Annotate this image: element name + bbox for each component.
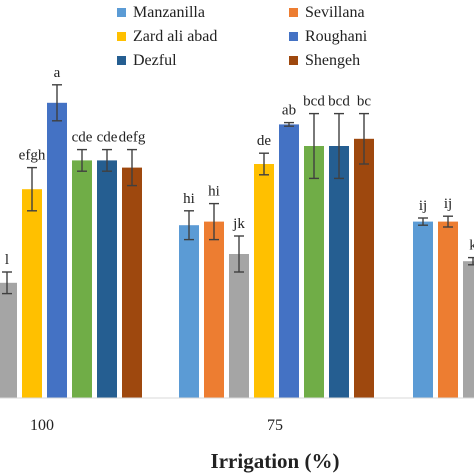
x-tick-labels: 100 75 xyxy=(30,417,283,434)
error-bar xyxy=(77,148,87,172)
legend-item: Sevillana xyxy=(289,4,365,21)
legend-item: Dezful xyxy=(117,52,177,69)
bar-100-shengeh xyxy=(122,167,142,398)
error-bar xyxy=(443,215,453,228)
legend-swatch xyxy=(117,8,126,17)
error-bar xyxy=(468,256,474,266)
significance-letter: defg xyxy=(119,130,146,146)
bar-75-manzanilla xyxy=(179,225,199,398)
legend-item: Roughani xyxy=(289,28,368,45)
error-bar xyxy=(359,112,369,165)
error-bar xyxy=(27,166,37,212)
significance-letter: de xyxy=(257,133,272,149)
significance-letter: hi xyxy=(183,191,195,207)
significance-letter: ij xyxy=(444,196,452,212)
x-axis-title: Irrigation (%) xyxy=(211,449,340,473)
legend-label: Shengeh xyxy=(305,52,360,69)
significance-letter: hi xyxy=(208,184,220,200)
significance-letter: jk xyxy=(232,216,245,232)
bar-75-series-2 xyxy=(229,254,249,398)
bar-100-roughani xyxy=(47,102,67,399)
bar-75-shengeh xyxy=(354,138,374,399)
error-bar xyxy=(259,152,269,176)
error-bar xyxy=(2,271,12,295)
x-tick-label: 100 xyxy=(30,417,54,434)
error-bar xyxy=(418,217,428,226)
bar-75-sevillana xyxy=(204,221,224,398)
bar-50-manzanilla xyxy=(413,221,433,398)
bar-75-series-5 xyxy=(304,146,324,398)
bar-100-dezful xyxy=(97,160,117,398)
significance-letter: efgh xyxy=(19,148,46,164)
error-bar xyxy=(209,202,219,241)
significance-letter: ab xyxy=(282,103,296,119)
significance-letter: k xyxy=(469,238,474,254)
bar-75-zard-ali-abad xyxy=(254,164,274,398)
legend-label: Zard ali abad xyxy=(133,28,217,45)
legend-swatch xyxy=(289,32,298,41)
error-bar xyxy=(334,112,344,180)
significance-letter: a xyxy=(54,65,61,81)
legend: Manzanilla Sevillana Zard ali abad Roughani… xyxy=(117,4,368,69)
legend-item: Zard ali abad xyxy=(117,28,217,45)
significance-letter: cde xyxy=(97,130,118,146)
legend-swatch xyxy=(289,8,298,17)
bar-75-roughani xyxy=(279,124,299,399)
legend-swatch xyxy=(117,56,126,65)
significance-letter: bc xyxy=(357,94,372,110)
error-bar xyxy=(309,112,319,180)
legend-label: Manzanilla xyxy=(133,4,205,21)
error-bar xyxy=(102,148,112,172)
error-bar xyxy=(284,121,294,127)
significance-letter: l xyxy=(5,252,9,268)
bar-75-dezful xyxy=(329,146,349,398)
legend-label: Sevillana xyxy=(305,4,365,21)
error-bar xyxy=(127,148,137,187)
error-bar xyxy=(184,210,194,241)
significance-letter: bcd xyxy=(303,94,325,110)
bar-50-sevillana xyxy=(438,221,458,398)
bar-50-series-2 xyxy=(463,261,474,398)
x-tick-label: 75 xyxy=(267,417,283,434)
legend-item: Shengeh xyxy=(289,52,360,69)
error-bar xyxy=(234,235,244,273)
bar-100-series-5 xyxy=(72,160,92,398)
bar-100-series-2 xyxy=(0,282,17,398)
bar-100-zard-ali-abad xyxy=(22,189,42,398)
legend-item: Manzanilla xyxy=(117,4,205,21)
legend-label: Roughani xyxy=(305,28,368,45)
legend-swatch xyxy=(289,56,298,65)
legend-label: Dezful xyxy=(133,52,177,69)
significance-letter: bcd xyxy=(328,94,350,110)
significance-letter: ij xyxy=(419,198,427,214)
legend-swatch xyxy=(117,32,126,41)
significance-letter: cde xyxy=(72,130,93,146)
error-bar xyxy=(52,84,62,122)
